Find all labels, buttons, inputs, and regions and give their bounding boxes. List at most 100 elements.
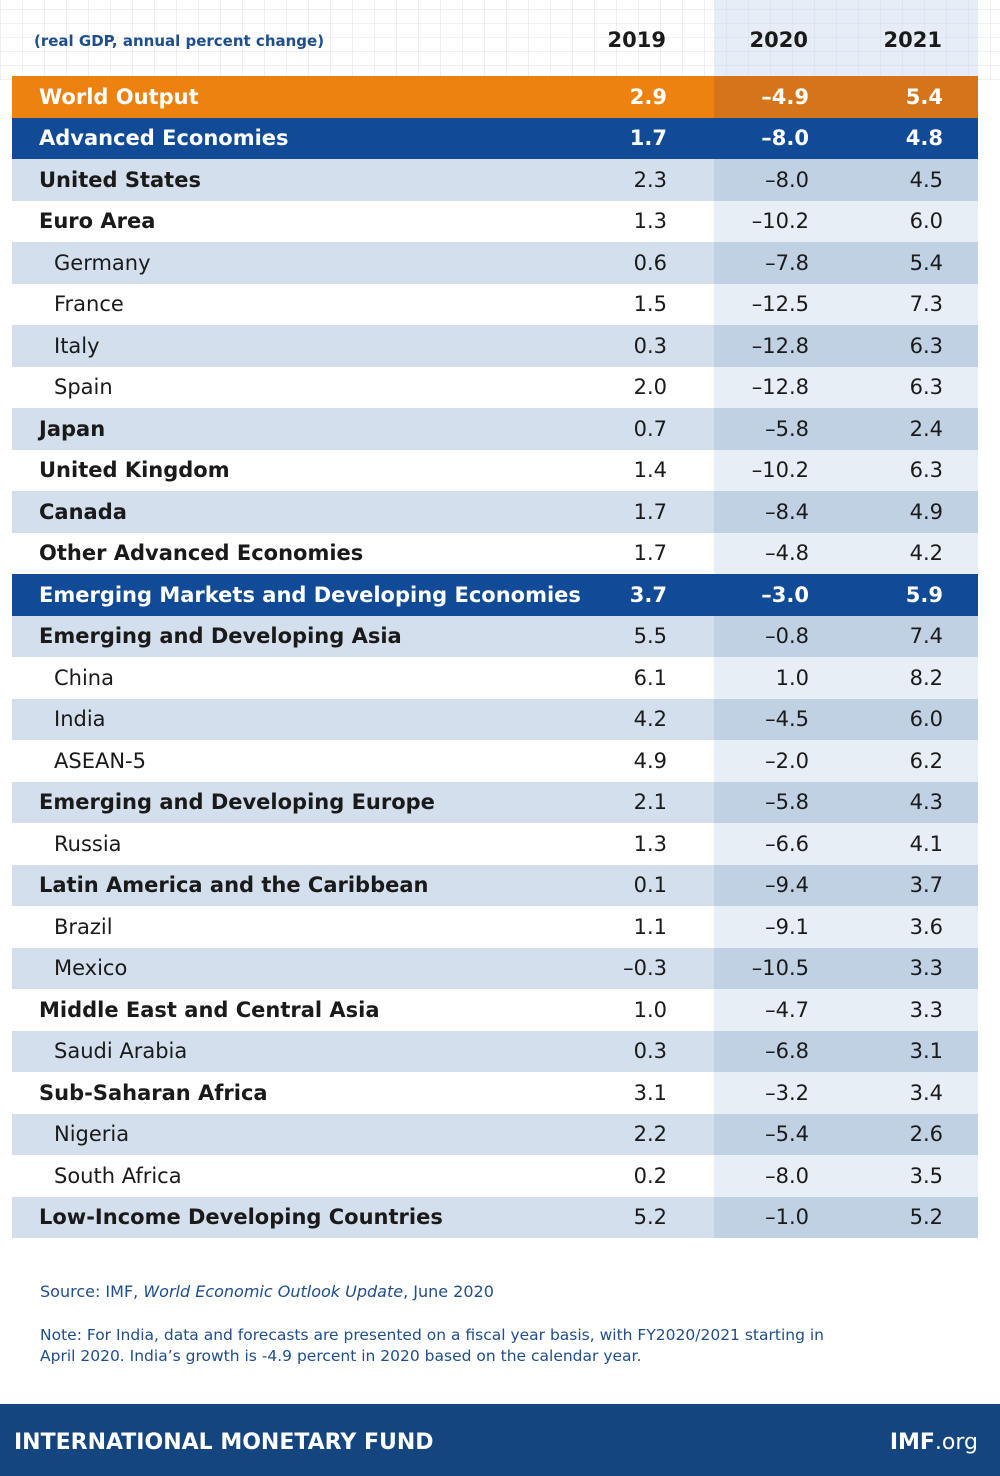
value-2019: 1.3: [633, 831, 667, 856]
value-2020: –10.5: [751, 956, 809, 981]
value-2021: 3.3: [909, 997, 943, 1022]
value-2019: 1.3: [633, 209, 667, 234]
row-label: Emerging Markets and Developing Economie…: [39, 582, 581, 607]
footer-site-bold: IMF: [889, 1430, 935, 1455]
gdp-growth-table: World Output 2.9 –4.9 5.4 Advanced Economies…: [12, 76, 978, 1238]
row-label: ASEAN-5: [54, 748, 146, 773]
value-2020: –5.8: [765, 790, 809, 815]
row-label: Advanced Economies: [39, 126, 289, 151]
table-row: World Output 2.9 –4.9 5.4: [12, 76, 978, 118]
value-2019: 4.2: [633, 707, 667, 732]
value-2020: –9.4: [765, 873, 809, 898]
value-2020: –3.0: [761, 582, 809, 607]
column-2020-cell-shade: [714, 242, 978, 284]
table-row: Euro Area 1.3 –10.2 6.0: [12, 200, 978, 242]
value-2019: 2.0: [633, 375, 667, 400]
table-row: Latin America and the Caribbean 0.1 –9.4 3.…: [12, 864, 978, 906]
row-label: Mexico: [54, 956, 128, 981]
value-2020: –12.5: [751, 292, 809, 317]
row-label: Italy: [54, 333, 100, 358]
value-2021: 3.3: [909, 956, 943, 981]
row-label: South Africa: [54, 1163, 182, 1188]
value-2021: 8.2: [909, 665, 943, 690]
value-2019: 1.4: [633, 458, 667, 483]
row-label: Saudi Arabia: [54, 1039, 188, 1064]
value-2021: 4.3: [909, 790, 943, 815]
column-2020-cell-shade: [714, 657, 978, 699]
value-2021: 7.3: [909, 292, 943, 317]
row-label: World Output: [39, 84, 199, 109]
column-2020-cell-shade: [714, 283, 978, 325]
value-2020: –8.4: [765, 499, 809, 524]
value-2019: 0.3: [633, 333, 667, 358]
row-label: Spain: [54, 375, 113, 400]
value-2021: 6.3: [909, 458, 943, 483]
value-2021: 6.3: [909, 333, 943, 358]
value-2021: 2.4: [909, 416, 943, 441]
source-title: World Economic Outlook Update: [143, 1282, 404, 1301]
value-2019: 3.7: [629, 582, 667, 607]
table-row: ASEAN-5 4.9 –2.0 6.2: [12, 740, 978, 782]
column-2020-cell-shade: [714, 740, 978, 782]
value-2021: 6.0: [909, 209, 943, 234]
source-suffix: , June 2020: [403, 1282, 494, 1301]
value-2019: 1.7: [633, 499, 667, 524]
column-2020-cell-shade: [714, 159, 978, 201]
value-2020: –7.8: [765, 250, 809, 275]
column-2020-cell-shade: [714, 823, 978, 865]
table-row: Emerging and Developing Asia 5.5 –0.8 7.4: [12, 615, 978, 657]
value-2021: 4.1: [909, 831, 943, 856]
row-label: Japan: [39, 416, 106, 441]
row-label: China: [54, 665, 114, 690]
value-2020: –9.1: [765, 914, 809, 939]
column-2020-cell-shade: [714, 366, 978, 408]
value-2020: –10.2: [751, 209, 809, 234]
column-2020-cell-shade: [714, 781, 978, 823]
footer-website-link[interactable]: IMF.org: [890, 1430, 978, 1455]
value-2019: 4.9: [633, 748, 667, 773]
row-label: Low-Income Developing Countries: [39, 1205, 443, 1230]
column-2020-cell-shade: [714, 864, 978, 906]
row-label: Russia: [54, 831, 122, 856]
value-2019: 2.2: [633, 1122, 667, 1147]
footer-bar: INTERNATIONAL MONETARY FUND IMF.org: [0, 1404, 1000, 1476]
value-2019: 1.7: [629, 126, 667, 151]
row-label: France: [54, 292, 124, 317]
column-2020-cell-shade: [714, 200, 978, 242]
table-row: India 4.2 –4.5 6.0: [12, 698, 978, 740]
column-2020-cell-shade: [714, 491, 978, 533]
row-label: Middle East and Central Asia: [39, 997, 380, 1022]
row-label: United States: [39, 167, 201, 192]
column-2020-cell-shade: [714, 408, 978, 450]
row-label: Emerging and Developing Asia: [39, 624, 402, 649]
table-row: Middle East and Central Asia 1.0 –4.7 3.3: [12, 989, 978, 1031]
value-2021: 3.1: [909, 1039, 943, 1064]
value-2021: 3.5: [909, 1163, 943, 1188]
row-label: Latin America and the Caribbean: [39, 873, 429, 898]
column-2020-cell-shade: [714, 532, 978, 574]
value-2020: –3.2: [765, 1080, 809, 1105]
value-2020: –6.8: [765, 1039, 809, 1064]
source-line: Source: IMF, World Economic Outlook Upda…: [40, 1282, 494, 1301]
value-2019: 0.3: [633, 1039, 667, 1064]
column-2020-cell-shade: [714, 698, 978, 740]
value-2020: –2.0: [765, 748, 809, 773]
table-row: Emerging Markets and Developing Economie…: [12, 574, 978, 616]
value-2019: 0.7: [633, 416, 667, 441]
row-label: Sub-Saharan Africa: [39, 1080, 268, 1105]
value-2021: 3.6: [909, 914, 943, 939]
value-2020: –5.8: [765, 416, 809, 441]
table-row: China 6.1 1.0 8.2: [12, 657, 978, 699]
column-2020-cell-shade: [714, 325, 978, 367]
value-2019: 0.6: [633, 250, 667, 275]
column-2020-cell-shade: [714, 76, 978, 118]
row-label: United Kingdom: [39, 458, 230, 483]
value-2021: 5.4: [905, 84, 943, 109]
value-2020: –8.0: [765, 167, 809, 192]
column-2020-cell-shade: [714, 1196, 978, 1238]
row-label: Emerging and Developing Europe: [39, 790, 435, 815]
value-2021: 4.9: [909, 499, 943, 524]
value-2019: –0.3: [623, 956, 667, 981]
column-2020-cell-shade: [714, 1072, 978, 1114]
table-row: South Africa 0.2 –8.0 3.5: [12, 1155, 978, 1197]
